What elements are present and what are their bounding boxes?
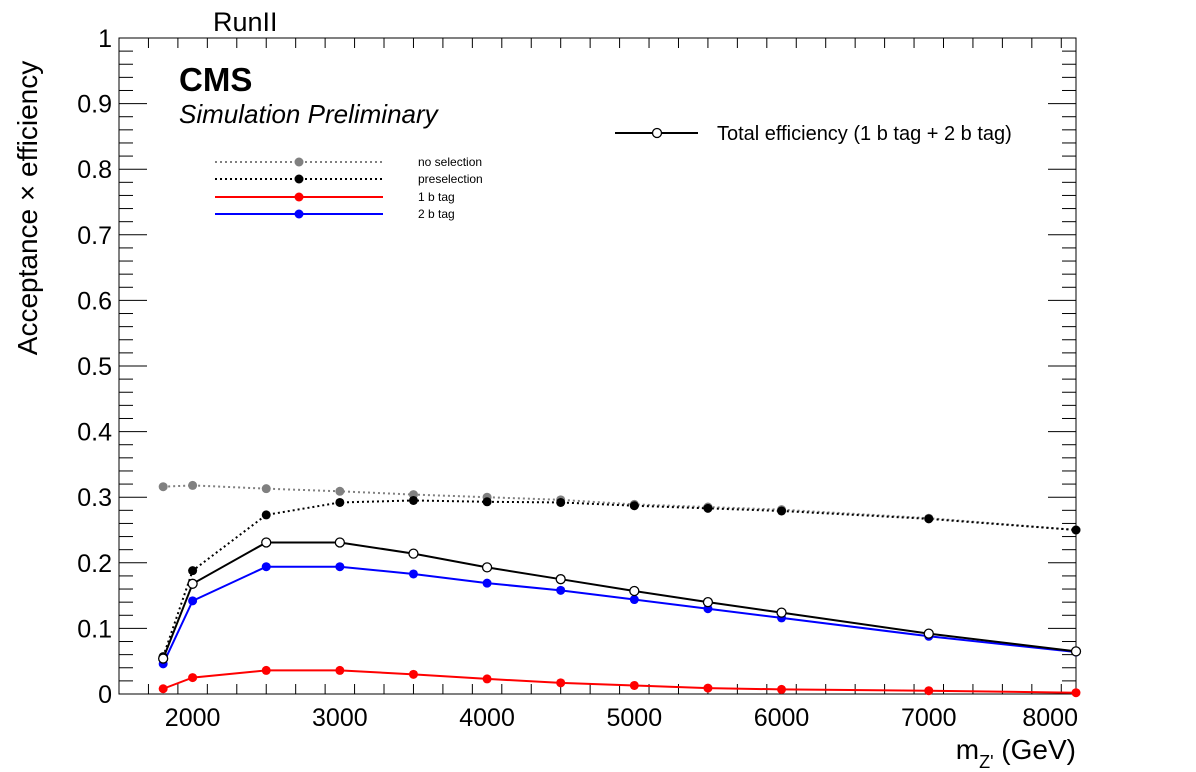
data-point-total-efficiency-1-b-tag-2-b-tag [555,574,566,585]
data-point-total-efficiency-1-b-tag-2-b-tag [187,578,198,589]
y-tick-label: 0.2 [77,550,112,578]
data-point-1-b-tag [1071,688,1081,698]
simulation-label: Simulation Preliminary [179,99,440,129]
x-axis-label: mZ' (GeV) [956,734,1076,772]
data-point-2-b-tag [335,562,345,572]
legend-label-no-selection: no selection [418,155,482,169]
y-tick-label: 0 [98,681,112,709]
series-markers [158,480,1082,698]
y-tick-label: 0.5 [77,353,112,381]
data-point-1-b-tag [335,665,345,675]
legend-marker-preselection [294,174,304,184]
data-point-1-b-tag [703,683,713,693]
data-point-total-efficiency-1-b-tag-2-b-tag [923,628,934,639]
legend-label-1-b-tag: 1 b tag [418,190,455,204]
series-line-no-selection [163,484,1077,531]
data-point-preselection [924,514,934,524]
cms-label: CMS [179,61,252,98]
data-point-preselection [556,497,566,507]
y-tick-label: 0.7 [77,222,112,250]
legend-marker-total-efficiency [651,127,663,139]
data-point-preselection [261,510,271,520]
x-axis-label-unit: (GeV) [994,734,1076,765]
series-line-2-b-tag [162,565,1077,665]
series-line-1-b-tag [162,669,1077,694]
x-tick-label: 6000 [754,704,810,732]
x-tick-labels: 2000 3000 4000 5000 6000 7000 8000 [165,704,1078,732]
data-point-2-b-tag [482,578,492,588]
y-tick-label: 0.9 [77,91,112,119]
data-point-1-b-tag [629,680,639,690]
legend-marker-2-b-tag [294,209,304,219]
data-point-2-b-tag [408,569,418,579]
legend-marker-no-selection [294,157,304,167]
legend-label-preselection: preselection [418,172,483,186]
data-point-1-b-tag [408,669,418,679]
series-lines [162,484,1077,694]
data-point-1-b-tag [482,674,492,684]
x-tick-label: 4000 [459,704,515,732]
x-tick-label: 7000 [901,704,957,732]
x-tick-label: 2000 [165,704,221,732]
data-point-no-selection [188,480,198,490]
x-tick-label: 5000 [606,704,662,732]
y-tick-label: 1 [98,25,112,53]
data-point-1-b-tag [777,684,787,694]
data-point-total-efficiency-1-b-tag-2-b-tag [776,607,787,618]
data-point-no-selection [158,482,168,492]
data-point-preselection [629,501,639,511]
y-tick-label: 0.6 [77,287,112,315]
data-point-total-efficiency-1-b-tag-2-b-tag [481,562,493,573]
y-tick-label: 0.1 [77,615,112,643]
data-point-total-efficiency-1-b-tag-2-b-tag [158,653,169,664]
data-point-1-b-tag [261,665,271,675]
series-line-total-efficiency-1-b-tag-2-b-tag [162,541,1077,659]
legend-marker-1-b-tag [294,192,304,202]
data-point-preselection [408,495,418,505]
data-point-total-efficiency-1-b-tag-2-b-tag [334,537,345,548]
series-line-preselection [162,499,1077,657]
x-axis-label-subscript: Z' [979,752,993,772]
axis-ticks [118,37,1076,695]
data-point-1-b-tag [556,678,566,688]
data-point-1-b-tag [924,686,934,696]
data-point-preselection [188,566,198,576]
x-axis-label-main: m [956,734,979,765]
y-axis-label: Acceptance × efficiency [12,61,43,355]
data-point-total-efficiency-1-b-tag-2-b-tag [629,585,640,597]
y-tick-label: 0.8 [77,156,112,184]
data-point-preselection [777,506,787,516]
data-point-preselection [1071,525,1081,535]
data-point-total-efficiency-1-b-tag-2-b-tag [261,537,272,548]
data-point-total-efficiency-1-b-tag-2-b-tag [408,548,419,559]
y-tick-label: 0.3 [77,484,112,512]
top-label: RunII [213,7,278,37]
y-tick-label: 0.4 [77,419,112,447]
legend-label-2-b-tag: 2 b tag [418,207,455,221]
data-point-total-efficiency-1-b-tag-2-b-tag [1070,646,1082,657]
x-tick-label: 3000 [312,704,368,732]
data-point-2-b-tag [629,595,639,605]
data-point-total-efficiency-1-b-tag-2-b-tag [702,597,714,608]
legend: no selection preselection 1 b tag 2 b tag To… [215,123,1012,221]
data-point-preselection [703,503,713,513]
data-point-2-b-tag [188,596,198,606]
data-point-2-b-tag [261,562,271,572]
data-point-2-b-tag [556,585,566,595]
data-point-no-selection [335,486,345,496]
data-point-preselection [482,497,492,507]
legend-label-total-efficiency: Total efficiency (1 b tag + 2 b tag) [717,123,1012,145]
data-point-no-selection [261,484,271,494]
data-point-1-b-tag [158,684,168,694]
x-tick-label: 8000 [1022,704,1078,732]
data-point-preselection [335,497,345,507]
y-tick-labels: 0 0.1 0.2 0.3 0.4 0.5 0.6 0.7 0.8 0.9 1 [77,25,112,709]
data-point-1-b-tag [188,673,198,683]
